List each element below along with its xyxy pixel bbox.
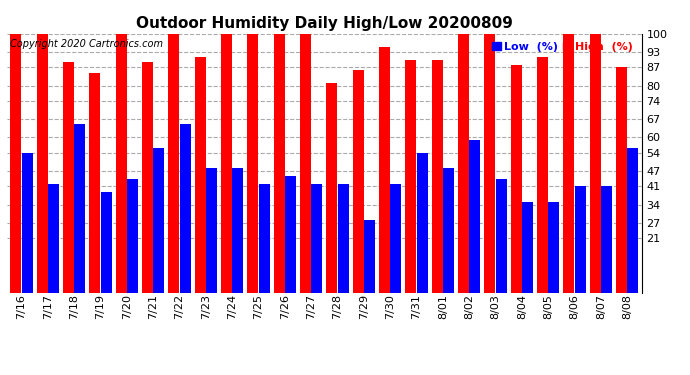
Bar xyxy=(627,148,638,292)
Bar xyxy=(153,148,164,292)
Bar xyxy=(364,220,375,292)
Bar xyxy=(443,168,454,292)
Bar xyxy=(432,60,443,292)
Bar xyxy=(127,178,138,292)
Bar xyxy=(115,34,127,292)
Bar xyxy=(326,83,337,292)
Bar xyxy=(285,176,296,292)
Bar xyxy=(259,184,270,292)
Bar xyxy=(616,68,627,292)
Bar xyxy=(458,34,469,292)
Bar xyxy=(21,153,32,292)
Bar xyxy=(75,124,86,292)
Bar xyxy=(379,47,390,292)
Bar xyxy=(48,184,59,292)
Bar xyxy=(590,34,601,292)
Title: Outdoor Humidity Daily High/Low 20200809: Outdoor Humidity Daily High/Low 20200809 xyxy=(136,16,513,31)
Bar xyxy=(563,34,574,292)
Bar xyxy=(89,73,100,292)
Bar xyxy=(179,124,190,292)
Legend: Low  (%), High  (%): Low (%), High (%) xyxy=(492,42,633,52)
Bar xyxy=(274,34,285,292)
Bar xyxy=(142,62,153,292)
Bar xyxy=(337,184,348,292)
Bar xyxy=(221,34,232,292)
Bar xyxy=(233,168,244,292)
Bar xyxy=(101,192,112,292)
Bar xyxy=(247,34,258,292)
Bar xyxy=(469,140,480,292)
Bar xyxy=(484,34,495,292)
Bar xyxy=(537,57,548,292)
Bar xyxy=(353,70,364,292)
Bar xyxy=(63,62,74,292)
Bar xyxy=(10,34,21,292)
Bar xyxy=(168,34,179,292)
Bar xyxy=(522,202,533,292)
Bar xyxy=(417,153,428,292)
Bar xyxy=(575,186,586,292)
Bar xyxy=(495,178,506,292)
Text: Copyright 2020 Cartronics.com: Copyright 2020 Cartronics.com xyxy=(10,39,163,49)
Bar xyxy=(405,60,416,292)
Bar xyxy=(601,186,612,292)
Bar xyxy=(549,202,560,292)
Bar xyxy=(37,34,48,292)
Bar xyxy=(311,184,322,292)
Bar xyxy=(195,57,206,292)
Bar xyxy=(300,34,311,292)
Bar xyxy=(391,184,402,292)
Bar xyxy=(511,65,522,292)
Bar xyxy=(206,168,217,292)
